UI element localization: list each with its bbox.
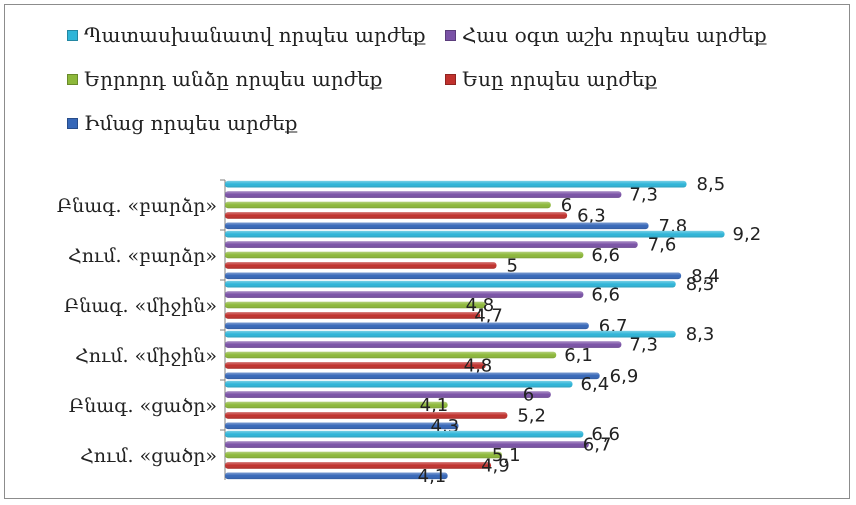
bar-shading	[225, 380, 573, 388]
bar-shading	[225, 462, 492, 469]
bar-shading	[225, 451, 502, 459]
bar-shading	[225, 312, 481, 319]
legend-item-self: Եսը որպես արժեք	[445, 67, 657, 91]
bar-shading	[225, 212, 568, 219]
bar-shading	[225, 322, 589, 330]
data-label: 6,3	[577, 205, 606, 226]
data-label: 4,9	[481, 455, 510, 476]
data-label: 4,1	[418, 466, 447, 487]
bar-shading	[225, 430, 584, 438]
data-label: 6,6	[591, 245, 620, 266]
data-label: 7,3	[629, 185, 658, 206]
bar-shading	[225, 262, 497, 269]
bar-shading	[225, 422, 459, 430]
data-label: 6,6	[591, 285, 620, 306]
data-label: 4,7	[474, 305, 503, 326]
legend-swatch	[445, 73, 456, 85]
data-label: 8,3	[686, 274, 715, 295]
data-label: 5,2	[517, 405, 546, 426]
data-label: 6,6	[591, 424, 620, 445]
data-label: 6	[561, 195, 572, 216]
bar-shading	[225, 412, 508, 419]
data-label: 8,5	[697, 174, 726, 195]
bar-shading	[225, 391, 551, 398]
category-label: Հում. «միջին»	[75, 345, 217, 367]
bar-shading	[225, 401, 448, 409]
legend-label: Եսը որպես արժեք	[462, 67, 658, 91]
bar-shading	[225, 191, 622, 198]
bar-shading	[225, 230, 725, 238]
bar-shading	[225, 241, 638, 248]
bar-shading	[225, 441, 589, 448]
category-label: Բնագ. «միջին»	[64, 295, 217, 317]
data-label: 6,4	[581, 374, 610, 395]
bar-shading	[225, 291, 584, 298]
bar-shading	[225, 201, 551, 209]
bar-shading	[225, 180, 687, 188]
bar-shading	[225, 372, 600, 380]
data-label: 4,8	[466, 295, 495, 316]
bar-shading	[225, 362, 486, 369]
legend-label: Պատասխանատվ որպես արժեք	[84, 23, 426, 47]
legend-swatch	[67, 29, 78, 41]
legend-label: Հաս օգտ աշխ որպես արժեք	[462, 23, 767, 47]
legend-item-knowledge: Իմաց որպես արժեք	[67, 111, 298, 135]
data-label: 5	[507, 255, 518, 276]
data-label: 5,1	[492, 445, 521, 466]
legend-item-third-person: Երրորդ անձը որպես արժեք	[67, 67, 382, 91]
category-label: Հում. «բարձր»	[68, 245, 217, 267]
data-label: 6,9	[610, 366, 639, 387]
bar-shading	[225, 472, 448, 480]
legend-swatch	[67, 117, 78, 129]
legend-item-responsibility: Պատասխանատվ որպես արժեք	[67, 23, 426, 47]
bar-shading	[225, 330, 676, 338]
category-label: Բնագ. «բարձր»	[57, 195, 217, 217]
data-label: 4,8	[464, 355, 493, 376]
data-label: 7,3	[629, 335, 658, 356]
data-label: 6,1	[564, 345, 593, 366]
bar-shading	[225, 301, 486, 309]
bar-shading	[225, 351, 557, 359]
legend-label: Իմաց որպես արժեք	[84, 111, 298, 135]
data-label: 8,4	[691, 266, 720, 287]
data-label: 9,2	[733, 224, 762, 245]
bar-shading	[225, 222, 649, 230]
data-label: 6	[523, 385, 534, 406]
data-label: 6,7	[583, 435, 612, 456]
data-label: 8,3	[686, 324, 715, 345]
data-label: 4,1	[420, 395, 449, 416]
legend-swatch	[67, 73, 78, 85]
category-label: Հում. «ցածր»	[80, 445, 217, 467]
bar-shading	[225, 272, 682, 280]
data-label: 7,6	[648, 235, 677, 256]
bar-shading	[225, 280, 676, 288]
legend: Պատասխանատվ որպես արժեք Հաս օգտ աշխ որպե…	[5, 5, 851, 155]
legend-label: Երրորդ անձը որպես արժեք	[84, 67, 383, 91]
bar-shading	[225, 341, 622, 348]
legend-swatch	[445, 29, 456, 41]
bar-shading	[225, 251, 584, 259]
legend-item-public-work: Հաս օգտ աշխ որպես արժեք	[445, 23, 767, 47]
category-label: Բնագ. «ցածր»	[69, 395, 217, 417]
